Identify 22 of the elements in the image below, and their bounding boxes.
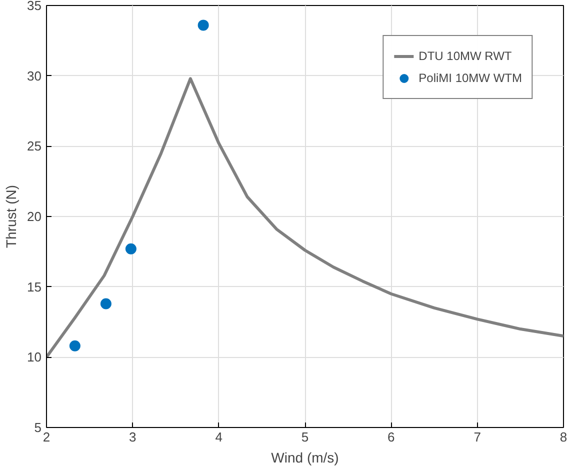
point bbox=[100, 298, 112, 310]
y-axis-title: Thrust (N) bbox=[3, 185, 20, 248]
y-tick-label: 10 bbox=[27, 350, 42, 365]
x-tick-label: 2 bbox=[42, 430, 50, 444]
y-tick-label: 35 bbox=[27, 0, 42, 13]
x-tick-label: 6 bbox=[388, 430, 395, 444]
legend-label: DTU 10MW RWT bbox=[418, 49, 512, 63]
y-tick-label: 15 bbox=[27, 279, 42, 294]
y-tick-label: 5 bbox=[34, 420, 42, 435]
x-axis-title: Wind (m/s) bbox=[271, 450, 339, 466]
x-tick-label: 8 bbox=[560, 430, 568, 444]
x-tick-label: 4 bbox=[215, 430, 222, 444]
y-tick-label: 25 bbox=[27, 138, 42, 154]
x-tick-label: 5 bbox=[301, 430, 309, 444]
x-tick-label: 3 bbox=[129, 430, 136, 444]
y-tick-label: 30 bbox=[27, 68, 42, 84]
legend-label: PoliMI 10MW WTM bbox=[418, 71, 522, 85]
point bbox=[125, 243, 136, 254]
y-tick-label: 20 bbox=[27, 209, 42, 224]
point bbox=[198, 20, 209, 31]
x-tick-label: 7 bbox=[474, 430, 481, 444]
point bbox=[69, 340, 80, 352]
